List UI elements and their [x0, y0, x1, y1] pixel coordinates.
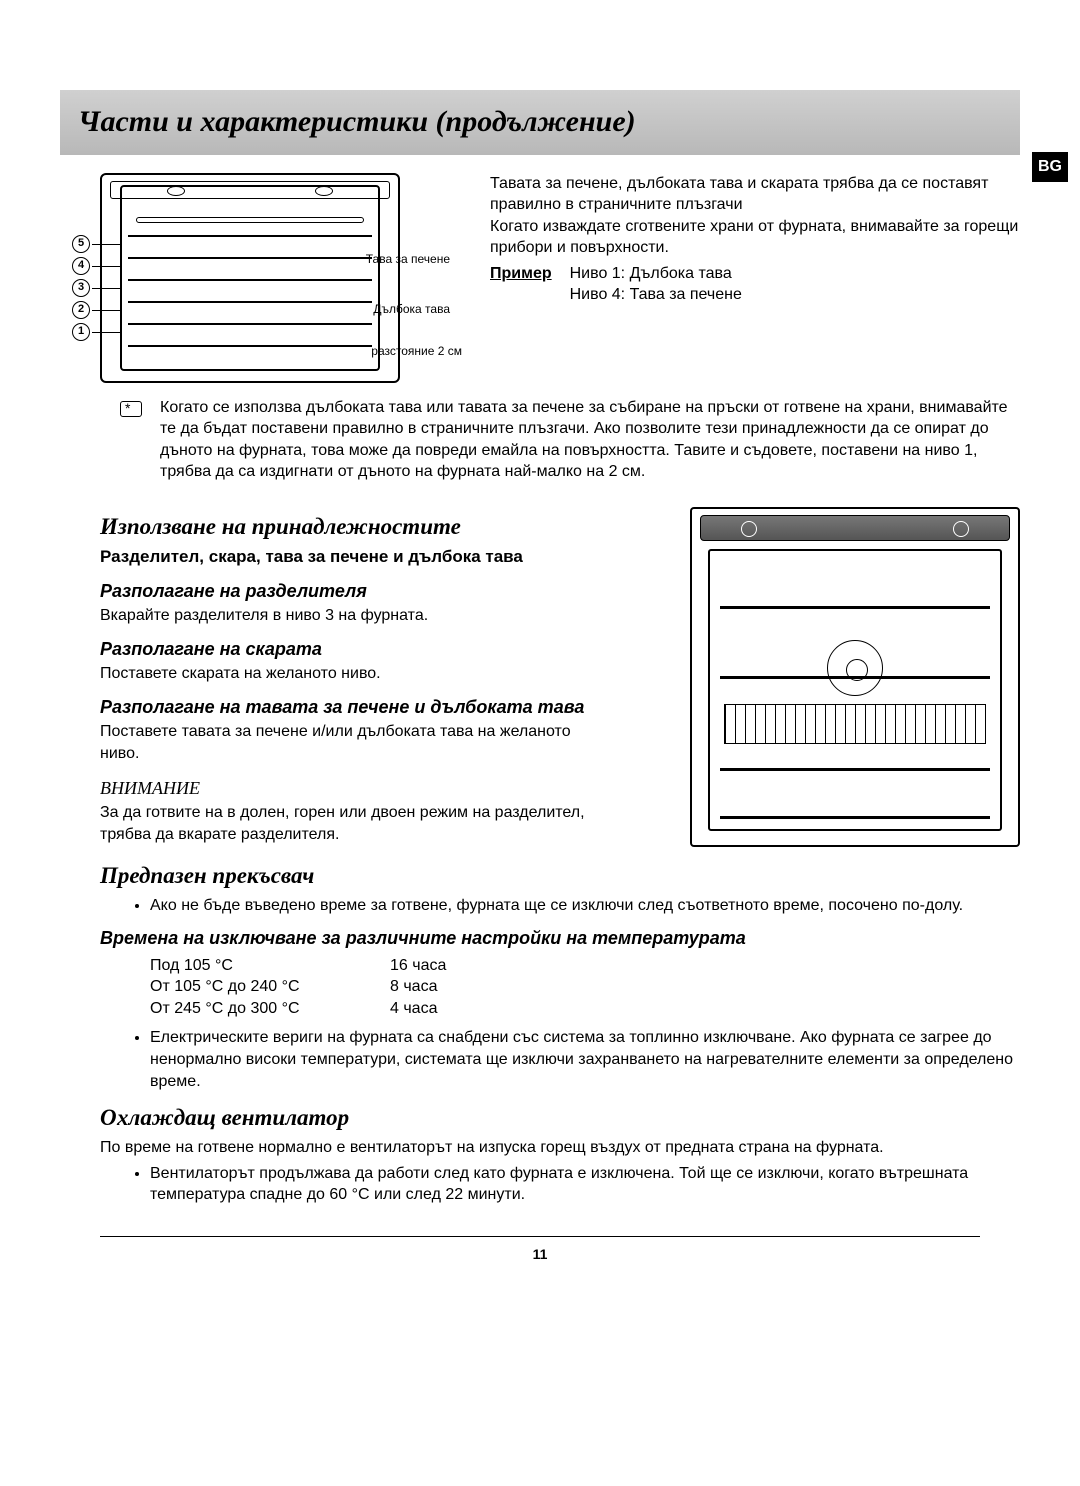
use-accessories-heading: Използване на принадлежностите: [100, 511, 664, 542]
note-text: Когато се използва дълбоката тава или та…: [160, 397, 1020, 483]
title-banner: Части и характеристики (продължение) BG: [60, 90, 1020, 155]
level-3-marker: 3: [72, 279, 90, 297]
page-number: 11: [60, 1245, 1020, 1264]
temperature-table: Под 105 °C16 часа От 105 °C до 240 °C8 ч…: [150, 955, 1020, 1020]
level-4-marker: 4: [72, 257, 90, 275]
caution-text: За да готвите на в долен, горен или двое…: [100, 802, 600, 845]
footer-rule: [100, 1236, 980, 1237]
breaker-bullet-1: Ако не бъде въведено време за готвене, ф…: [150, 895, 1020, 917]
page-title: Части и характеристики (продължение): [78, 102, 1002, 143]
language-badge: BG: [1032, 152, 1068, 182]
divider-text: Вкарайте разделителя в ниво 3 на фурната…: [100, 605, 600, 627]
note-block: Когато се използва дълбоката тава или та…: [120, 397, 1020, 483]
distance-label: разстояние 2 см: [371, 345, 462, 358]
intro-p1: Тавата за печене, дълбоката тава и скара…: [490, 173, 1020, 216]
trays-text: Поставете тавата за печене и/или дълбока…: [100, 721, 600, 764]
example-line-1: Ниво 1: Дълбока тава: [570, 265, 732, 282]
grill-heading: Разполагане на скарата: [100, 637, 664, 661]
intro-p2: Когато изваждате сготвените храни от фур…: [490, 216, 1020, 259]
example-line-2: Ниво 4: Тава за печене: [570, 286, 742, 303]
trays-heading: Разполагане на тавата за печене и дълбок…: [100, 695, 664, 719]
fan-heading: Охлаждащ вентилатор: [100, 1102, 1020, 1133]
baking-tray-label: Тава за печене: [366, 253, 450, 266]
deep-tray-label: Дълбока тава: [373, 303, 450, 316]
oven-rack-diagram: 5 4 3 2 1 Тава за печене Дълбока тава ра…: [100, 173, 400, 383]
accessories-subheading: Разделител, скара, тава за печене и дълб…: [100, 546, 664, 569]
table-row: От 105 °C до 240 °C8 часа: [150, 976, 1020, 998]
fan-bullet-1: Вентилаторът продължава да работи след к…: [150, 1163, 1020, 1206]
grill-text: Поставете скарата на желаното ниво.: [100, 663, 600, 685]
divider-heading: Разполагане на разделителя: [100, 579, 664, 603]
note-icon: [120, 401, 142, 417]
fan-text: По време на готвене нормално е вентилато…: [100, 1137, 1020, 1159]
table-row: От 245 °C до 300 °C4 часа: [150, 998, 1020, 1020]
breaker-bullet-2: Електрическите вериги на фурната са снаб…: [150, 1027, 1020, 1092]
oven-front-diagram: [690, 507, 1020, 847]
breaker-heading: Предпазен прекъсвач: [100, 860, 1020, 891]
temp-table-heading: Времена на изключване за различните наст…: [100, 926, 1020, 950]
caution-heading: ВНИМАНИЕ: [100, 776, 664, 800]
example-label: Пример: [490, 263, 552, 306]
level-2-marker: 2: [72, 301, 90, 319]
level-1-marker: 1: [72, 323, 90, 341]
level-5-marker: 5: [72, 235, 90, 253]
table-row: Под 105 °C16 часа: [150, 955, 1020, 977]
